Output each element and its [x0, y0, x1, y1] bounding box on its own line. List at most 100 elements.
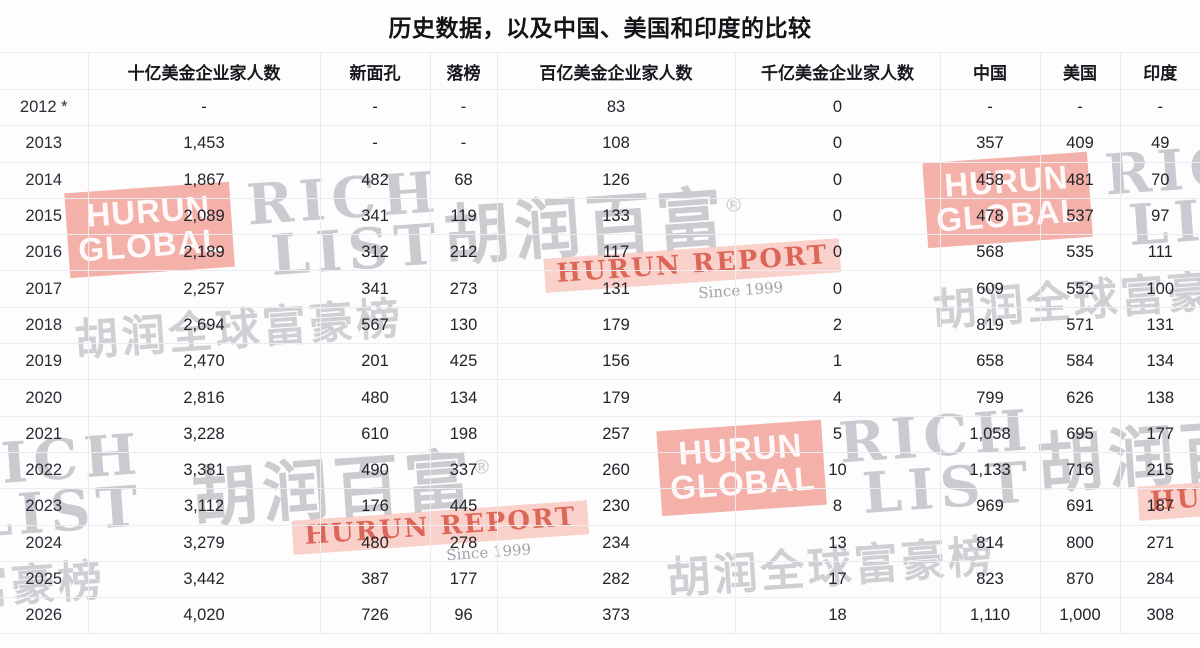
china-cell: 609 — [939, 270, 1040, 308]
ten-billion-cell: 126 — [496, 162, 735, 199]
new-faces-cell: 387 — [319, 561, 430, 599]
new-faces-cell: 610 — [319, 416, 430, 453]
india-cell: 215 — [1119, 452, 1200, 490]
dropoffs-cell: - — [429, 89, 497, 127]
china-cell: 1,133 — [939, 452, 1040, 490]
usa-cell: 481 — [1039, 162, 1120, 199]
new-faces-cell: 312 — [319, 234, 430, 272]
new-faces-cell: 201 — [319, 343, 430, 381]
year-cell: 2026 — [0, 597, 88, 635]
dropoffs-cell: - — [429, 125, 497, 163]
india-cell: 97 — [1119, 198, 1200, 236]
dropoffs-cell: 445 — [429, 488, 497, 526]
usa-cell: 695 — [1039, 416, 1120, 453]
table-row: 2024 3,279 480 278 234 13 814 800 271 — [0, 525, 1200, 562]
table-row: 2013 1,453 - - 108 0 357 409 49 — [0, 125, 1200, 163]
header-cell-year — [0, 52, 88, 90]
new-faces-cell: 341 — [319, 198, 430, 236]
ten-billion-cell: 373 — [496, 597, 735, 635]
china-cell: 357 — [939, 125, 1040, 163]
year-cell: 2015 — [0, 198, 88, 236]
year-cell: 2018 — [0, 307, 88, 345]
usa-cell: 552 — [1039, 270, 1120, 308]
table-row: 2022 3,381 490 337 260 10 1,133 716 215 — [0, 452, 1200, 490]
hundred-billion-cell: 18 — [734, 597, 940, 635]
china-cell: 478 — [939, 198, 1040, 236]
china-cell: 823 — [939, 561, 1040, 599]
billionaires-cell: 4,020 — [87, 597, 320, 635]
usa-cell: 409 — [1039, 125, 1120, 163]
header-cell-new-faces: 新面孔 — [319, 52, 430, 90]
china-cell: 568 — [939, 234, 1040, 272]
hundred-billion-cell: 0 — [734, 89, 940, 127]
year-cell: 2025 — [0, 561, 88, 599]
year-cell: 2022 — [0, 452, 88, 490]
billionaires-cell: 1,867 — [87, 162, 320, 199]
table-row: 2016 2,189 312 212 117 0 568 535 111 — [0, 234, 1200, 272]
new-faces-cell: - — [319, 89, 430, 127]
india-cell: 100 — [1119, 270, 1200, 308]
billionaires-cell: 2,470 — [87, 343, 320, 381]
new-faces-cell: 567 — [319, 307, 430, 345]
ten-billion-cell: 179 — [496, 307, 735, 345]
usa-cell: 571 — [1039, 307, 1120, 345]
billionaires-cell: 3,112 — [87, 488, 320, 526]
billionaires-cell: 1,453 — [87, 125, 320, 163]
hundred-billion-cell: 1 — [734, 343, 940, 381]
year-cell: 2014 — [0, 162, 88, 199]
hundred-billion-cell: 17 — [734, 561, 940, 599]
india-cell: 284 — [1119, 561, 1200, 599]
header-cell-ten-billion: 百亿美金企业家人数 — [496, 52, 735, 90]
china-cell: 969 — [939, 488, 1040, 526]
india-cell: 134 — [1119, 343, 1200, 381]
year-cell: 2019 — [0, 343, 88, 381]
india-cell: 177 — [1119, 416, 1200, 453]
table-row: 2014 1,867 482 68 126 0 458 481 70 — [0, 162, 1200, 199]
table-row: 2012 * - - - 83 0 - - - — [0, 89, 1200, 127]
hundred-billion-cell: 5 — [734, 416, 940, 453]
header-cell-hundred-billion: 千亿美金企业家人数 — [734, 52, 940, 90]
new-faces-cell: - — [319, 125, 430, 163]
billionaires-cell: 2,816 — [87, 379, 320, 417]
header-cell-dropoffs: 落榜 — [429, 52, 497, 90]
billionaires-cell: 3,228 — [87, 416, 320, 453]
year-cell: 2013 — [0, 125, 88, 163]
hundred-billion-cell: 13 — [734, 525, 940, 562]
billionaires-cell: 2,189 — [87, 234, 320, 272]
dropoffs-cell: 96 — [429, 597, 497, 635]
page-title: 历史数据，以及中国、美国和印度的比较 — [388, 15, 812, 41]
india-cell: 187 — [1119, 488, 1200, 526]
header-cell-india: 印度 — [1119, 52, 1200, 90]
table-row: 2019 2,470 201 425 156 1 658 584 134 — [0, 343, 1200, 381]
china-cell: - — [939, 89, 1040, 127]
dropoffs-cell: 425 — [429, 343, 497, 381]
year-cell: 2021 — [0, 416, 88, 453]
hundred-billion-cell: 4 — [734, 379, 940, 417]
new-faces-cell: 726 — [319, 597, 430, 635]
dropoffs-cell: 134 — [429, 379, 497, 417]
hundred-billion-cell: 10 — [734, 452, 940, 490]
new-faces-cell: 482 — [319, 162, 430, 199]
hundred-billion-cell: 0 — [734, 162, 940, 199]
ten-billion-cell: 230 — [496, 488, 735, 526]
new-faces-cell: 176 — [319, 488, 430, 526]
hundred-billion-cell: 0 — [734, 234, 940, 272]
ten-billion-cell: 234 — [496, 525, 735, 562]
table-row: 2025 3,442 387 177 282 17 823 870 284 — [0, 561, 1200, 599]
usa-cell: 535 — [1039, 234, 1120, 272]
dropoffs-cell: 68 — [429, 162, 497, 199]
usa-cell: - — [1039, 89, 1120, 127]
billionaires-cell: 2,694 — [87, 307, 320, 345]
hundred-billion-cell: 0 — [734, 198, 940, 236]
new-faces-cell: 480 — [319, 379, 430, 417]
billionaires-cell: 3,279 — [87, 525, 320, 562]
dropoffs-cell: 212 — [429, 234, 497, 272]
ten-billion-cell: 83 — [496, 89, 735, 127]
china-cell: 1,110 — [939, 597, 1040, 635]
table-row: 2026 4,020 726 96 373 18 1,110 1,000 308 — [0, 597, 1200, 635]
billionaires-cell: 2,257 — [87, 270, 320, 308]
header-cell-billionaires: 十亿美金企业家人数 — [87, 52, 320, 90]
usa-cell: 584 — [1039, 343, 1120, 381]
ten-billion-cell: 260 — [496, 452, 735, 490]
